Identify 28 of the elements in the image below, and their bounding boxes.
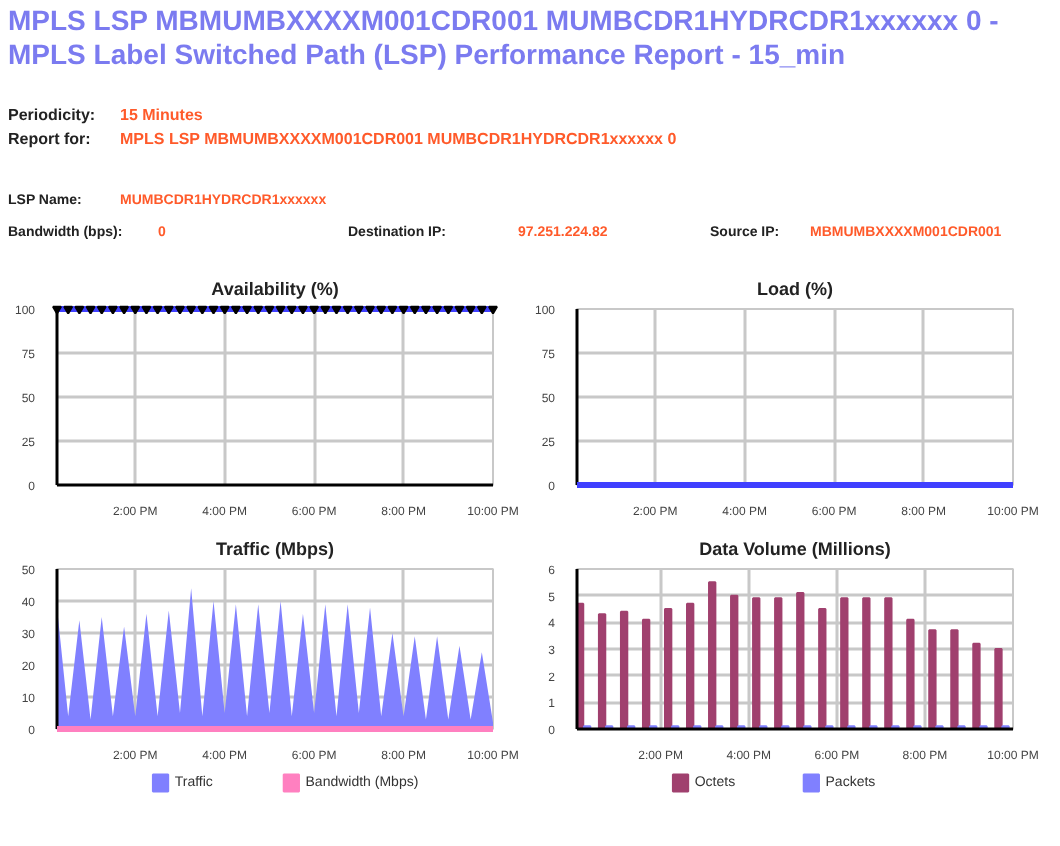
bar	[619, 610, 629, 729]
text: MPLS LSP MBMUMBXXXXM001CDR001 MUMBCDR1HYDRCDR1xxxxxx 0 - MPLS Label Switched Path (LSP) Performance Report - 15_min	[8, 4, 1001, 72]
bar	[686, 602, 695, 729]
bar	[950, 629, 959, 729]
bar	[597, 613, 607, 729]
bar	[862, 597, 871, 729]
chart-title: Availability (%)	[211, 279, 339, 299]
bar	[730, 594, 739, 729]
bar	[752, 597, 761, 729]
text: Periodicity:	[8, 104, 96, 127]
chart-title: Data Volume (Millions)	[699, 539, 891, 559]
text: Report for:	[8, 128, 91, 151]
bar	[708, 581, 717, 729]
bar	[906, 618, 915, 729]
chart-title: Load (%)	[757, 279, 833, 299]
bar	[928, 629, 937, 729]
bar	[818, 608, 827, 729]
bar	[663, 608, 673, 729]
bar	[774, 597, 783, 729]
bar	[641, 618, 651, 729]
chart-title: Traffic (Mbps)	[216, 539, 335, 559]
bar	[796, 592, 805, 729]
bar	[840, 597, 849, 729]
bar	[972, 642, 981, 729]
bar	[994, 648, 1003, 729]
text: 15 Minutes	[120, 104, 203, 127]
text: MPLS LSP MBMUMBXXXXM001CDR001 MUMBCDR1HYDRCDR1xxxxxx 0	[120, 128, 677, 151]
bar	[884, 597, 893, 729]
